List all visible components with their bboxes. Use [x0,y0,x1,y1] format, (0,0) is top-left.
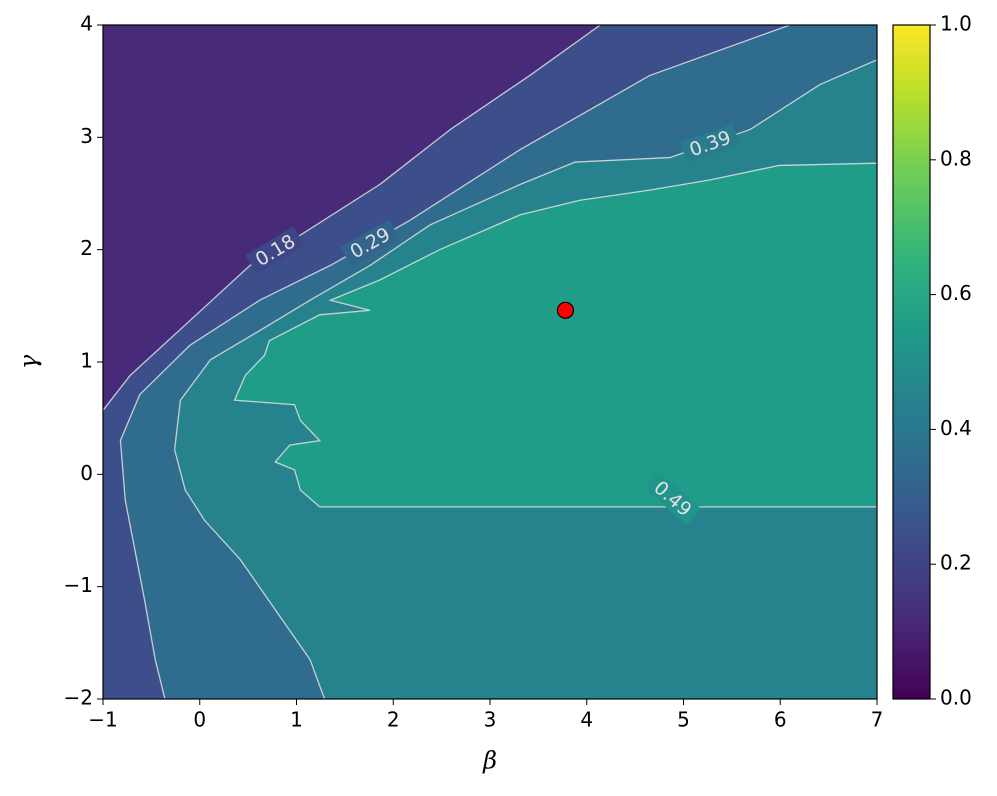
contour-label-bg [245,226,305,275]
colorbar-tick-label: 0.6 [940,281,972,305]
colorbar [892,24,931,700]
x-tick-label: 1 [290,708,303,732]
colorbar-tick-label: 1.0 [940,12,972,36]
x-tick-label: 4 [580,708,593,732]
x-tick-label: −1 [88,708,117,732]
marker [556,301,575,319]
x-axis-label: β [482,747,497,775]
y-tick-label: 1 [80,349,93,373]
x-tick-label: 2 [387,708,400,732]
y-tick-label: −2 [64,686,93,710]
y-tick-label: 4 [80,12,93,36]
heatmap: 0.18 0.290.390.49 [103,25,877,699]
colorbar-tick-label: 0.2 [940,551,972,575]
x-tick-label: 6 [774,708,787,732]
contour-line [103,25,601,411]
contour-line [233,162,877,508]
y-axis-label: γ [15,354,43,369]
y-tick-label: 3 [80,124,93,148]
y-tick-label: 2 [80,236,93,260]
contour-fill [234,163,877,507]
x-tick-label: 5 [677,708,690,732]
contour-label-bg [340,219,400,267]
colorbar-tick-label: 0.8 [940,146,972,170]
x-tick-label: 7 [871,708,884,732]
contour-line [119,25,791,699]
colorbar-tick-label: 0.0 [940,686,972,710]
y-tick-label: −1 [64,573,93,597]
x-tick-label: 3 [484,708,497,732]
contour-label-bg [680,123,741,164]
x-tick-label: 0 [193,708,206,732]
colorbar-tick-label: 0.4 [940,416,972,440]
y-tick-label: 0 [80,461,93,485]
contour-line [173,59,877,699]
contour-label-bg [644,471,702,526]
